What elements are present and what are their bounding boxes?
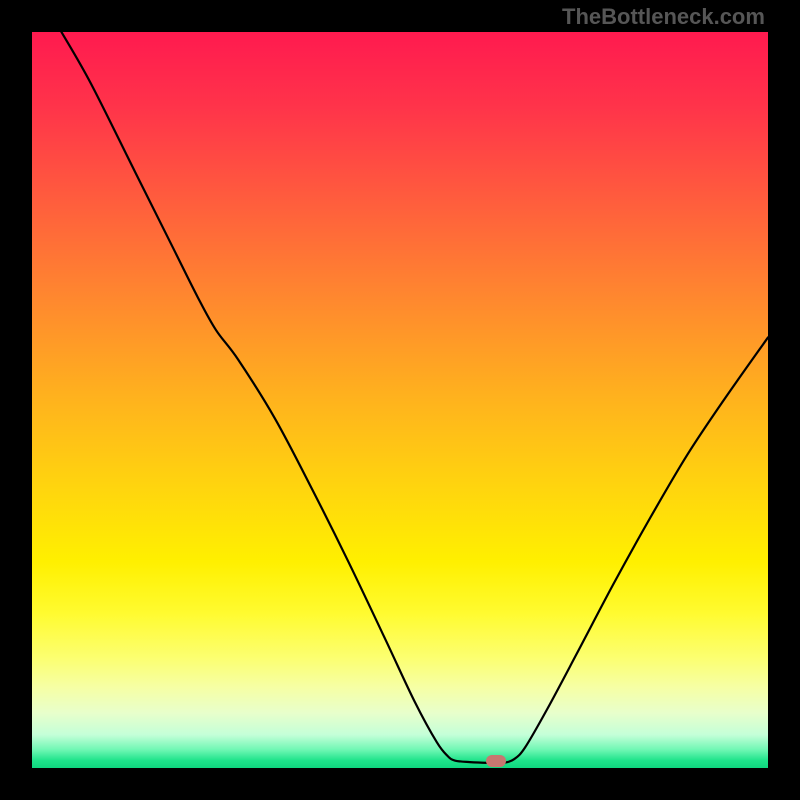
watermark-text: TheBottleneck.com [562, 4, 765, 30]
bottleneck-curve [32, 32, 768, 768]
optimal-point-marker [486, 755, 506, 767]
plot-area [32, 32, 768, 768]
